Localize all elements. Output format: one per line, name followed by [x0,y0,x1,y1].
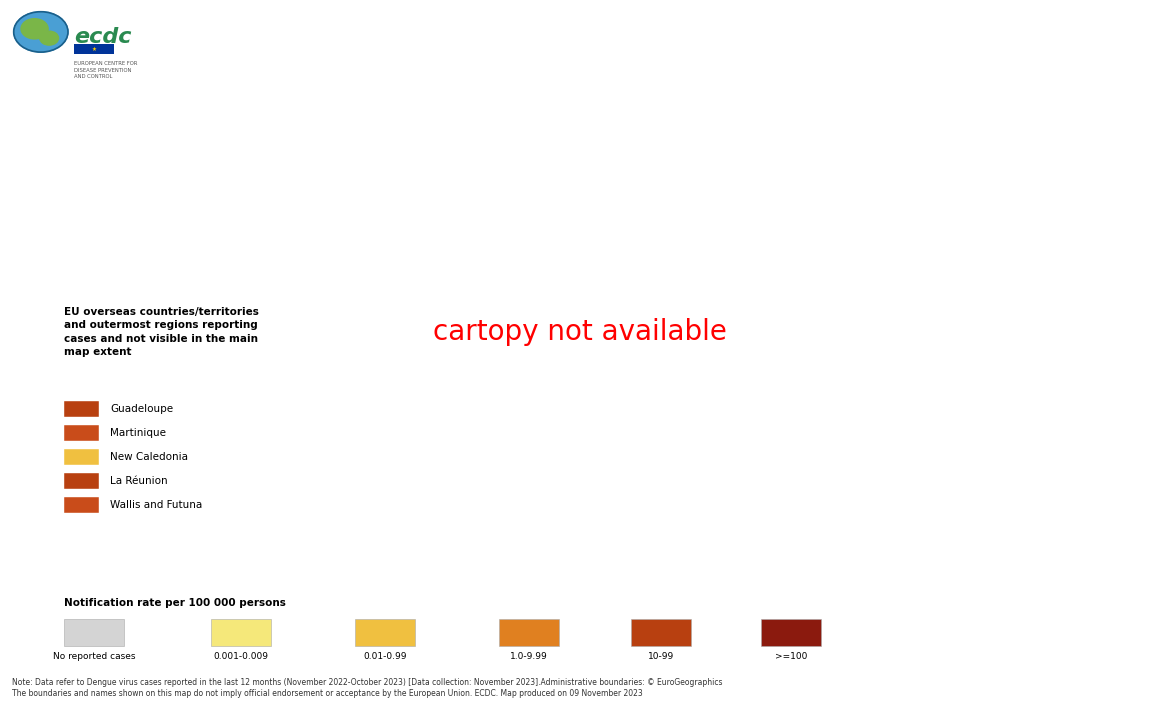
Circle shape [39,31,58,45]
Text: >=100: >=100 [775,652,807,661]
Text: Note: Data refer to Dengue virus cases reported in the last 12 months (November : Note: Data refer to Dengue virus cases r… [12,678,722,698]
FancyBboxPatch shape [64,449,99,465]
Text: Wallis and Futuna: Wallis and Futuna [110,500,203,510]
Text: 1.0-9.99: 1.0-9.99 [510,652,548,661]
Text: 10-99: 10-99 [648,652,674,661]
Bar [74,44,114,54]
Text: 0.001-0.009: 0.001-0.009 [213,652,269,661]
Text: New Caledonia: New Caledonia [110,452,188,462]
Text: Notification rate per 100 000 persons: Notification rate per 100 000 persons [64,598,285,608]
Circle shape [14,12,68,52]
FancyBboxPatch shape [64,401,99,417]
Text: 0.01-0.99: 0.01-0.99 [363,652,407,661]
Text: EU overseas countries/territories
and outermost regions reporting
cases and not : EU overseas countries/territories and ou… [64,307,259,357]
FancyBboxPatch shape [499,619,559,646]
Text: Martinique: Martinique [110,428,166,438]
Text: cartopy not available: cartopy not available [433,318,727,346]
Text: No reported cases: No reported cases [52,652,136,661]
FancyBboxPatch shape [761,619,821,646]
FancyBboxPatch shape [64,619,124,646]
FancyBboxPatch shape [64,425,99,441]
Text: EUROPEAN CENTRE FOR
DISEASE PREVENTION
AND CONTROL: EUROPEAN CENTRE FOR DISEASE PREVENTION A… [74,61,138,79]
Text: ecdc: ecdc [74,27,132,47]
Text: Guadeloupe: Guadeloupe [110,404,173,414]
Circle shape [21,19,49,39]
FancyBboxPatch shape [64,497,99,513]
FancyBboxPatch shape [211,619,271,646]
FancyBboxPatch shape [355,619,415,646]
FancyBboxPatch shape [64,473,99,489]
FancyBboxPatch shape [631,619,691,646]
Text: La Réunion: La Réunion [110,476,168,486]
Text: ★: ★ [92,47,96,52]
